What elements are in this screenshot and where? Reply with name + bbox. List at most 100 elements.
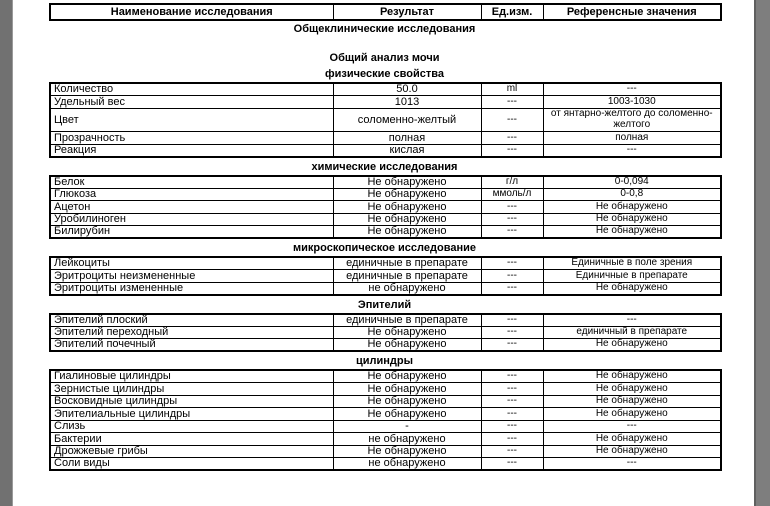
cell-reference: Не обнаружено — [542, 394, 722, 408]
right-gutter — [754, 0, 770, 506]
cell-result: Не обнаружено — [332, 444, 482, 458]
cell-unit: --- — [480, 369, 544, 383]
cell-study-name: Бактерии — [49, 432, 334, 446]
cell-reference: Не обнаружено — [542, 225, 722, 239]
cell-reference: --- — [542, 457, 722, 471]
cell-result: Не обнаружено — [332, 225, 482, 239]
table-row: Прозрачность полная --- полная — [49, 131, 722, 145]
report-section: Эпителий Эпителий плоский единичные в пр… — [49, 299, 722, 352]
cell-result: не обнаружено — [332, 432, 482, 446]
cell-unit: --- — [480, 212, 544, 226]
cell-study-name: Лейкоциты — [49, 256, 334, 270]
column-header-reference: Референсные значения — [542, 3, 722, 21]
cell-study-name: Реакция — [49, 143, 334, 157]
cell-reference: единичный в препарате — [542, 325, 722, 339]
section-table: Белок Не обнаружено г/л 0-0,094 Глюкоза … — [49, 174, 722, 239]
table-row: Гиалиновые цилиндры Не обнаружено --- Не… — [49, 369, 722, 383]
section-table: Количество 50.0 ml --- Удельный вес 1013… — [49, 82, 722, 158]
cell-result: соломенно-желтый — [332, 107, 482, 132]
cell-study-name: Ацетон — [49, 200, 334, 214]
cell-result: Не обнаружено — [332, 382, 482, 396]
cell-unit: --- — [480, 407, 544, 421]
cell-reference: Не обнаружено — [542, 212, 722, 226]
report-section: физические свойства Количество 50.0 ml -… — [49, 68, 722, 158]
cell-unit: --- — [480, 457, 544, 471]
cell-result: единичные в препарате — [332, 269, 482, 283]
cell-reference: Не обнаружено — [542, 281, 722, 295]
section-table: Эпителий плоский единичные в препарате -… — [49, 312, 722, 352]
cell-result: Не обнаружено — [332, 325, 482, 339]
section-table: Гиалиновые цилиндры Не обнаружено --- Не… — [49, 369, 722, 471]
cell-reference: Единичные в препарате — [542, 269, 722, 283]
cell-study-name: Восковидные цилиндры — [49, 394, 334, 408]
cell-unit: --- — [480, 394, 544, 408]
cell-unit: --- — [480, 432, 544, 446]
cell-result: Не обнаружено — [332, 212, 482, 226]
left-gutter — [0, 0, 13, 506]
cell-unit: --- — [480, 281, 544, 295]
cell-unit: ммоль/л — [480, 187, 544, 201]
cell-result: Не обнаружено — [332, 187, 482, 201]
table-row: Эпителий почечный Не обнаружено --- Не о… — [49, 338, 722, 352]
cell-study-name: Эпителиальные цилиндры — [49, 407, 334, 421]
table-row: Эпителий переходный Не обнаружено --- ед… — [49, 325, 722, 339]
cell-reference: Не обнаружено — [542, 200, 722, 214]
cell-study-name: Слизь — [49, 419, 334, 433]
cell-reference: 0-0,094 — [542, 175, 722, 189]
cell-reference: --- — [542, 313, 722, 327]
cell-reference: от янтарно-желтого до соломенно-желтого — [542, 107, 722, 132]
cell-unit: --- — [480, 382, 544, 396]
cell-result: - — [332, 419, 482, 433]
cell-result: полная — [332, 131, 482, 145]
table-row: Соли виды не обнаружено --- --- — [49, 457, 722, 471]
table-row: Ацетон Не обнаружено --- Не обнаружено — [49, 200, 722, 214]
cell-unit: --- — [480, 256, 544, 270]
column-header-result: Результат — [332, 3, 482, 21]
cell-result: Не обнаружено — [332, 394, 482, 408]
cell-reference: Не обнаружено — [542, 338, 722, 352]
table-row: Уробилиноген Не обнаружено --- Не обнару… — [49, 212, 722, 226]
cell-result: 50.0 — [332, 82, 482, 96]
report-section: микроскопическое исследование Лейкоциты … — [49, 242, 722, 296]
cell-unit: ml — [480, 82, 544, 96]
cell-reference: Не обнаружено — [542, 432, 722, 446]
cell-reference: Единичные в поле зрения — [542, 256, 722, 270]
cell-result: кислая — [332, 143, 482, 157]
section-title: микроскопическое исследование — [293, 242, 476, 254]
cell-reference: --- — [542, 143, 722, 157]
table-row: Восковидные цилиндры Не обнаружено --- Н… — [49, 394, 722, 408]
cell-result: Не обнаружено — [332, 175, 482, 189]
header-row: Наименование исследования Результат Ед.и… — [49, 3, 722, 21]
table-row: Эритроциты неизмененные единичные в преп… — [49, 269, 722, 283]
cell-result: Не обнаружено — [332, 407, 482, 421]
cell-study-name: Уробилиноген — [49, 212, 334, 226]
cell-study-name: Дрожжевые грибы — [49, 444, 334, 458]
cell-study-name: Эпителий почечный — [49, 338, 334, 352]
cell-result: 1013 — [332, 95, 482, 109]
cell-unit: --- — [480, 143, 544, 157]
report-section: цилиндры Гиалиновые цилиндры Не обнаруже… — [49, 355, 722, 471]
cell-study-name: Цвет — [49, 107, 334, 132]
table-row: Зернистые цилиндры Не обнаружено --- Не … — [49, 382, 722, 396]
cell-reference: 1003-1030 — [542, 95, 722, 109]
cell-study-name: Эпителий переходный — [49, 325, 334, 339]
cell-unit: --- — [480, 444, 544, 458]
cell-unit: --- — [480, 313, 544, 327]
cell-unit: --- — [480, 131, 544, 145]
column-header-study-name: Наименование исследования — [49, 3, 334, 21]
sections-container: физические свойства Количество 50.0 ml -… — [49, 68, 722, 471]
table-row: Дрожжевые грибы Не обнаружено --- Не обн… — [49, 444, 722, 458]
cell-study-name: Эритроциты измененные — [49, 281, 334, 295]
table-row: Эритроциты измененные не обнаружено --- … — [49, 281, 722, 295]
table-row: Белок Не обнаружено г/л 0-0,094 — [49, 175, 722, 189]
cell-reference: Не обнаружено — [542, 407, 722, 421]
table-row: Цвет соломенно-желтый --- от янтарно-жел… — [49, 107, 722, 132]
cell-result: не обнаружено — [332, 457, 482, 471]
cell-study-name: Удельный вес — [49, 95, 334, 109]
cell-study-name: Количество — [49, 82, 334, 96]
cell-unit: --- — [480, 338, 544, 352]
table-row: Эпителиальные цилиндры Не обнаружено ---… — [49, 407, 722, 421]
cell-unit: --- — [480, 107, 544, 132]
table-row: Эпителий плоский единичные в препарате -… — [49, 313, 722, 327]
table-row: Количество 50.0 ml --- — [49, 82, 722, 96]
